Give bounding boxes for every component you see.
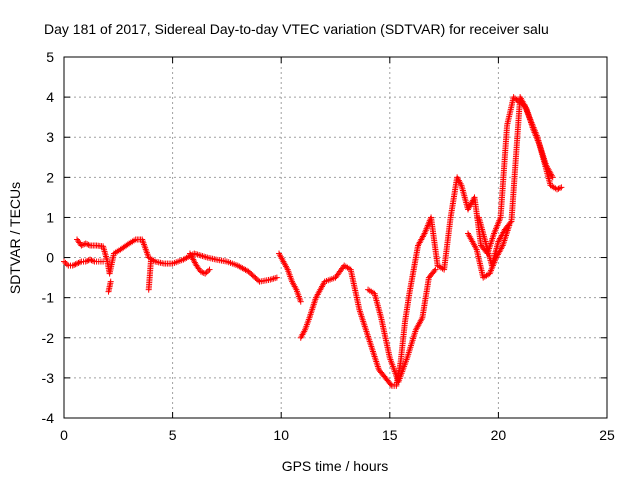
data-point [253, 276, 260, 283]
x-tick-label: 15 [382, 427, 398, 443]
data-point [200, 269, 207, 276]
data-point [249, 272, 256, 279]
axis-ticks [63, 56, 608, 419]
data-point [510, 94, 517, 101]
data-point [205, 267, 212, 274]
y-tick-label: 4 [46, 89, 54, 105]
data-point [88, 257, 95, 264]
data-point [74, 260, 81, 267]
data-point [84, 241, 91, 248]
y-tick-label: -4 [42, 410, 55, 426]
data-point [82, 258, 89, 265]
data-point [431, 267, 438, 274]
y-tick-label: -1 [42, 290, 55, 306]
x-tick-label: 10 [273, 427, 289, 443]
data-point [273, 274, 280, 281]
data-point [63, 261, 70, 268]
data-point [147, 258, 154, 265]
data-point [197, 268, 204, 275]
data-point [78, 242, 85, 249]
data-point [432, 266, 439, 273]
y-tick-label: 5 [46, 49, 54, 65]
chart-title: Day 181 of 2017, Sidereal Day-to-day VTE… [44, 21, 549, 37]
plot-frame [63, 56, 608, 419]
data-point [251, 273, 258, 280]
y-tick-label: -2 [42, 330, 55, 346]
data-point [549, 174, 556, 181]
y-tick-label: 0 [46, 250, 54, 266]
data-point [85, 241, 92, 248]
grid [64, 57, 607, 418]
data-point [246, 269, 253, 276]
y-tick-label: 3 [46, 129, 54, 145]
data-point [79, 241, 86, 248]
data-point [245, 268, 252, 275]
x-tick-label: 25 [599, 427, 615, 443]
data-point [206, 266, 213, 273]
data-point [87, 256, 94, 263]
data-point [252, 274, 259, 281]
data-point [89, 257, 96, 264]
y-tick-label: 2 [46, 169, 54, 185]
x-tick-label: 20 [491, 427, 507, 443]
y-tick-label: -3 [42, 370, 55, 386]
data-marks [61, 94, 565, 389]
data-point [297, 298, 304, 305]
x-tick-label: 5 [169, 427, 177, 443]
x-tick-label: 0 [60, 427, 68, 443]
data-point [84, 257, 91, 264]
data-point [107, 278, 114, 285]
data-point [513, 96, 520, 103]
tick-labels: 0 5 10 15 20 25 -4 -3 -2 -1 0 1 2 3 4 5 [42, 49, 615, 443]
y-tick-label: 1 [46, 209, 54, 225]
data-point [75, 259, 82, 266]
data-point [203, 269, 210, 276]
data-point [72, 261, 79, 268]
data-point [82, 240, 89, 247]
data-point [69, 262, 76, 269]
data-point [124, 241, 131, 248]
data-point [507, 219, 514, 226]
data-point [555, 185, 562, 192]
data-point [554, 186, 561, 193]
data-point [558, 184, 565, 191]
data-point [62, 259, 69, 266]
data-point [76, 259, 83, 266]
x-axis-label: GPS time / hours [282, 458, 389, 474]
data-point [248, 271, 255, 278]
y-axis-label: SDTVAR / TECUs [7, 182, 23, 294]
data-point [61, 258, 67, 265]
data-point [255, 277, 262, 284]
data-point [387, 381, 394, 388]
data-point [202, 270, 209, 277]
data-point [71, 261, 78, 268]
data-point [556, 185, 563, 192]
